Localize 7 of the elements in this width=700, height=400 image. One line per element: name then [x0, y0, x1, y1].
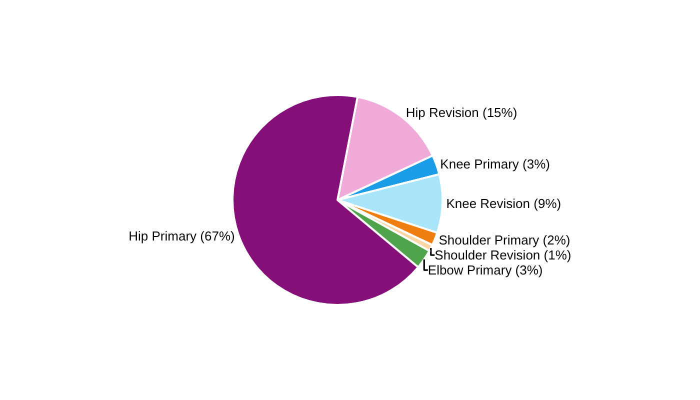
slice-label: Knee Primary (3%) — [440, 156, 550, 172]
slice-label: Shoulder Revision (1%) — [434, 248, 572, 263]
slice-label: Hip Primary (67%) — [128, 228, 235, 244]
slice-label: Shoulder Primary (2%) — [438, 232, 570, 248]
slice-label: Knee Revision (9%) — [446, 196, 562, 212]
slice-label: Hip Revision (15%) — [406, 105, 518, 120]
slice-label: Elbow Primary (3%) — [428, 262, 543, 278]
